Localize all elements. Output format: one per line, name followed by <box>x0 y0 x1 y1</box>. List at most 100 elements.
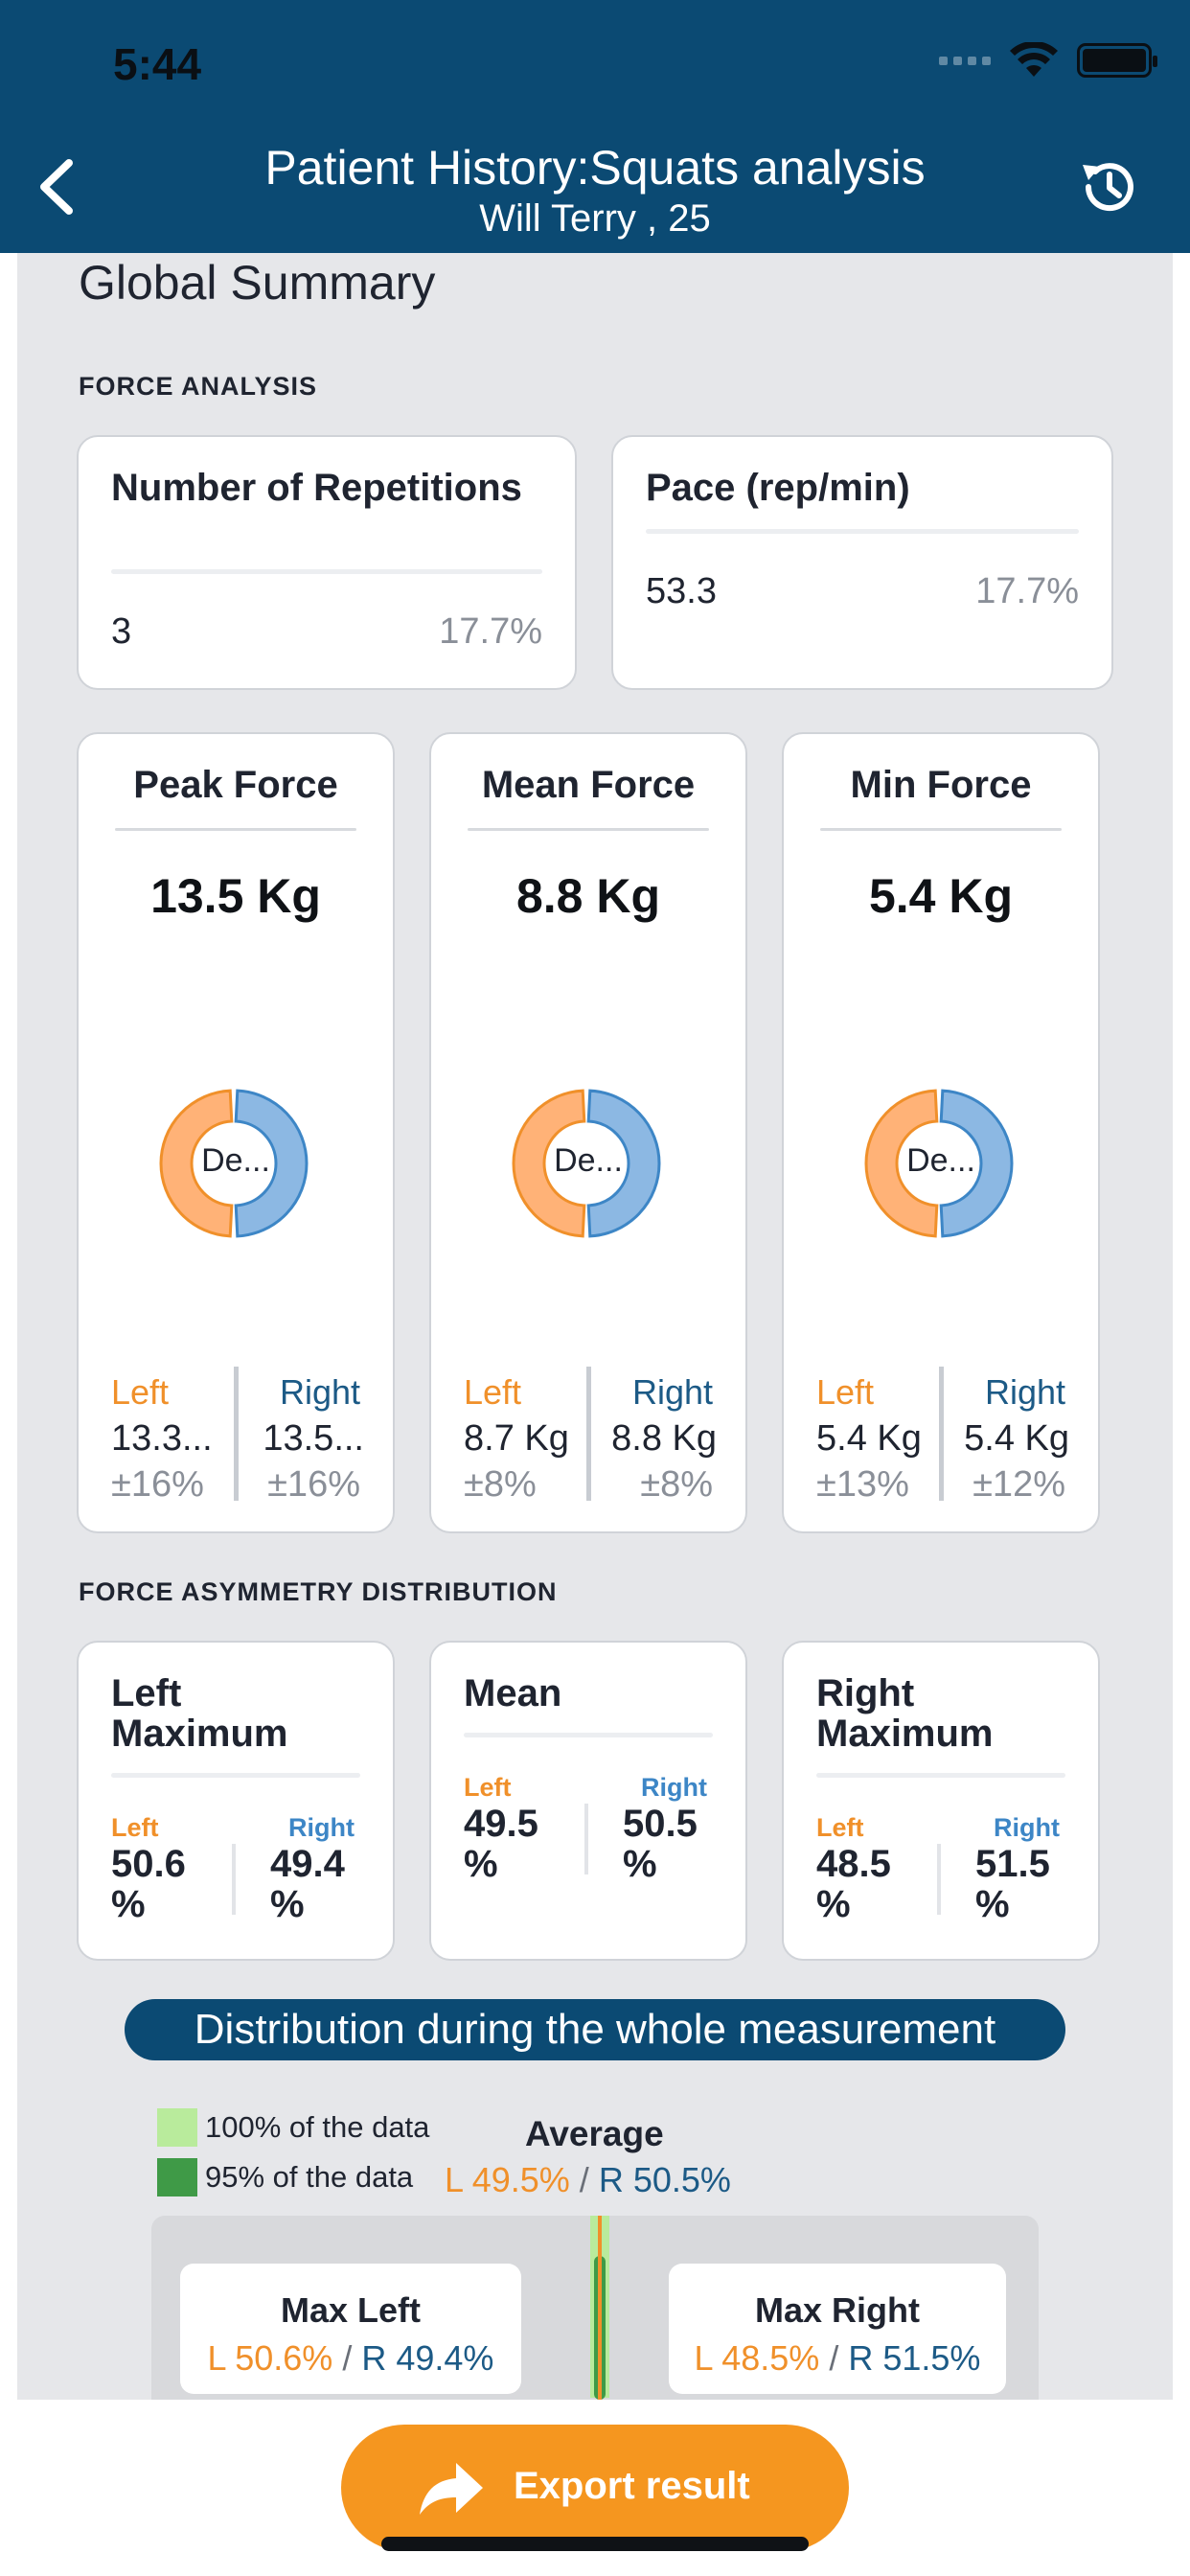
peak-force-donut-chart <box>159 1089 309 1238</box>
right-deviation: ±8% <box>640 1464 713 1505</box>
page-title: Patient History:Squats analysis <box>264 141 926 195</box>
right-value: 5.4 Kg <box>964 1418 1069 1459</box>
separator <box>232 1844 236 1915</box>
donut-center-label: De... <box>201 1142 270 1179</box>
divider <box>464 1733 713 1737</box>
content-area[interactable]: Global Summary FORCE ANALYSIS Number of … <box>17 253 1173 2400</box>
max-right-r: R 51.5% <box>848 2338 981 2378</box>
home-indicator <box>381 2537 809 2551</box>
divider <box>468 828 709 831</box>
left-deviation: ±13% <box>816 1464 909 1505</box>
right-value: 51.5 % <box>975 1843 1050 1925</box>
wifi-icon <box>1010 42 1058 77</box>
left-value: 5.4 Kg <box>816 1418 922 1459</box>
divider <box>111 1773 360 1778</box>
left-label: Left <box>816 1372 875 1412</box>
repetitions-label: Number of Repetitions <box>111 467 522 509</box>
divider <box>111 569 542 574</box>
left-deviation: ±8% <box>464 1464 537 1505</box>
mean-force-donut-chart <box>512 1089 661 1238</box>
donut-center-label: De... <box>554 1142 623 1179</box>
left-value: 48.5 % <box>816 1843 891 1925</box>
left-right-separator <box>939 1367 944 1501</box>
max-right-l: L 48.5% <box>694 2338 820 2378</box>
battery-icon <box>1077 43 1157 78</box>
right-deviation: ±12% <box>973 1464 1065 1505</box>
max-left-separator: / <box>342 2338 353 2378</box>
signal-icon <box>939 56 991 65</box>
average-right: R 50.5% <box>598 2160 731 2199</box>
pace-label: Pace (rep/min) <box>646 467 910 509</box>
patient-subtitle: Will Terry , 25 <box>479 197 711 240</box>
min-force-value: 5.4 Kg <box>868 869 1014 923</box>
share-arrow-icon <box>420 2463 483 2515</box>
average-title: Average <box>525 2114 664 2153</box>
mean-asymmetry-card: Mean Left Right 49.5 % 50.5 % <box>429 1641 747 1961</box>
global-summary-title: Global Summary <box>79 256 436 310</box>
max-left-values: L 50.6% / R 49.4% <box>180 2338 521 2379</box>
average-values: L 49.5% / R 50.5% <box>445 2160 731 2200</box>
peak-force-title: Peak Force <box>133 764 338 806</box>
mean-force-title: Mean Force <box>481 764 696 806</box>
right-label: Right <box>641 1773 707 1802</box>
max-right-values: L 48.5% / R 51.5% <box>669 2338 1006 2379</box>
peak-force-value: 13.5 Kg <box>150 869 321 923</box>
app-header: 5:44 Patient History:Squats analysis Wil… <box>0 0 1190 253</box>
right-value: 8.8 Kg <box>611 1418 717 1459</box>
right-label: Right <box>984 1372 1065 1412</box>
separator <box>937 1844 941 1915</box>
asymmetry-heading: FORCE ASYMMETRY DISTRIBUTION <box>79 1577 558 1606</box>
left-value: 8.7 Kg <box>464 1418 569 1459</box>
left-deviation: ±16% <box>111 1464 204 1505</box>
left-label: Left <box>111 1372 170 1412</box>
left-label: Left <box>464 1773 512 1802</box>
left-maximum-card: Left Maximum Left Right 50.6 % 49.4 % <box>77 1641 395 1961</box>
min-force-donut-chart <box>864 1089 1014 1238</box>
left-value: 49.5 % <box>464 1803 538 1885</box>
right-label: Right <box>631 1372 713 1412</box>
mean-force-value: 8.8 Kg <box>515 869 661 923</box>
average-marker <box>598 2216 602 2400</box>
right-value: 49.4 % <box>270 1843 345 1925</box>
max-left-r: R 49.4% <box>361 2338 494 2378</box>
donut-left-segment <box>159 1089 234 1238</box>
left-right-separator <box>234 1367 239 1501</box>
max-right-card: Max Right L 48.5% / R 51.5% <box>669 2264 1006 2394</box>
export-label: Export result <box>514 2465 750 2507</box>
max-left-card: Max Left L 50.6% / R 49.4% <box>180 2264 521 2394</box>
right-maximum-card: Right Maximum Left Right 48.5 % 51.5 % <box>782 1641 1100 1961</box>
export-button[interactable]: Export result <box>341 2425 849 2551</box>
right-label: Right <box>994 1813 1060 1842</box>
pace-percent: 17.7% <box>975 571 1079 611</box>
divider <box>816 1773 1065 1778</box>
donut-center-label: De... <box>906 1142 975 1179</box>
right-value: 50.5 % <box>623 1803 698 1885</box>
divider <box>115 828 356 831</box>
repetitions-value: 3 <box>111 611 132 652</box>
left-label: Left <box>464 1372 522 1412</box>
max-left-l: L 50.6% <box>207 2338 333 2378</box>
separator <box>584 1804 588 1874</box>
min-force-title: Min Force <box>850 764 1032 806</box>
max-right-separator: / <box>829 2338 839 2378</box>
right-deviation: ±16% <box>267 1464 360 1505</box>
pace-value: 53.3 <box>646 571 717 611</box>
max-left-title: Max Left <box>280 2290 422 2330</box>
average-left: L 49.5% <box>445 2160 570 2199</box>
left-maximum-title: Left Maximum <box>111 1672 288 1755</box>
left-label: Left <box>111 1813 159 1842</box>
pace-card: Pace (rep/min) 53.3 17.7% <box>611 435 1113 690</box>
distribution-title: Distribution during the whole measuremen… <box>125 1999 1065 2060</box>
force-analysis-heading: FORCE ANALYSIS <box>79 372 318 401</box>
donut-left-segment <box>512 1089 586 1238</box>
min-force-card: Min Force 5.4 Kg De... Left Right 5.4 Kg… <box>782 732 1100 1533</box>
history-icon[interactable] <box>1075 153 1142 220</box>
back-button[interactable] <box>29 153 86 220</box>
divider <box>646 529 1079 534</box>
status-icons <box>939 42 1157 79</box>
left-right-separator <box>586 1367 591 1501</box>
legend-swatch-95 <box>157 2158 197 2196</box>
repetitions-percent: 17.7% <box>439 611 542 652</box>
right-maximum-title: Right Maximum <box>816 1672 994 1755</box>
left-value: 13.3... <box>111 1418 213 1459</box>
